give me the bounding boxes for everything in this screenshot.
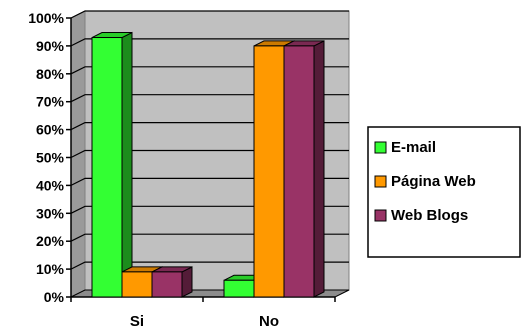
bar-web-blogs-no xyxy=(283,40,325,298)
bars xyxy=(91,31,325,298)
gridline xyxy=(70,38,349,47)
x-tick-label: No xyxy=(259,313,279,330)
legend-item: E-mail xyxy=(374,139,436,156)
y-tick-label: 30% xyxy=(36,205,65,221)
y-tick-label: 90% xyxy=(36,38,65,54)
bar-e-mail-si xyxy=(91,31,133,298)
legend-item: Web Blogs xyxy=(374,207,468,224)
legend-swatch xyxy=(374,209,387,222)
x-axis-labels: Si No xyxy=(70,297,336,330)
legend-label: E-mail xyxy=(391,139,436,156)
y-tick-label: 50% xyxy=(36,150,65,166)
bar-web-blogs-si xyxy=(151,266,193,298)
y-tick-label: 20% xyxy=(36,233,65,249)
legend: E-mail Página Web Web Blogs xyxy=(367,126,521,258)
legend-swatch xyxy=(374,175,387,188)
legend-box xyxy=(367,126,521,258)
y-tick-label: 0% xyxy=(44,289,65,305)
y-tick-label: 40% xyxy=(36,177,65,193)
y-tick-label: 10% xyxy=(36,261,65,277)
legend-label: Web Blogs xyxy=(391,207,468,224)
legend-label: Página Web xyxy=(391,173,476,190)
y-tick-label: 80% xyxy=(36,66,65,82)
y-tick-label: 60% xyxy=(36,122,65,138)
x-tick-label: Si xyxy=(130,313,144,330)
y-tick-label: 100% xyxy=(28,10,64,26)
y-tick-label: 70% xyxy=(36,94,65,110)
gridline xyxy=(70,10,349,19)
legend-item: Página Web xyxy=(374,173,476,190)
legend-swatch xyxy=(374,141,387,154)
